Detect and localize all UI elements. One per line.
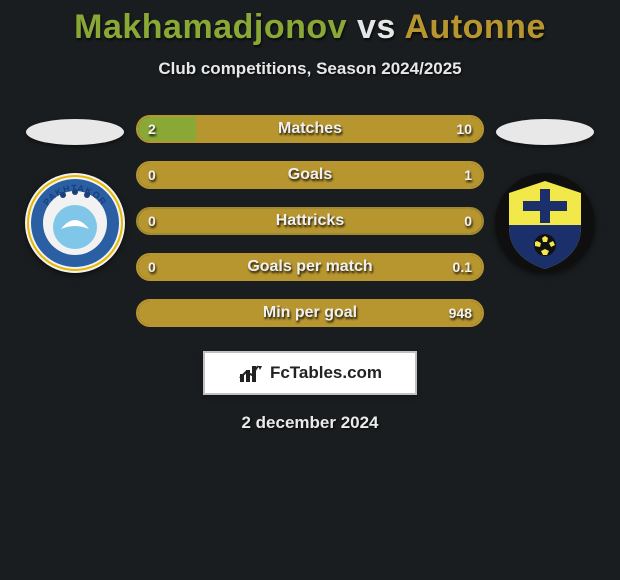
chart-icon <box>238 362 264 384</box>
stat-value-right: 0.1 <box>453 259 472 275</box>
page-title: Makhamadjonov vs Autonne <box>0 8 620 47</box>
date-text: 2 december 2024 <box>0 413 620 433</box>
bar-fill-right <box>138 255 482 279</box>
stat-value-right: 1 <box>464 167 472 183</box>
stat-value-right: 948 <box>449 305 472 321</box>
body-row: PAKHTAKOR 210Matches01Goals00Hattricks00… <box>0 115 620 345</box>
stat-bar: 210Matches <box>136 115 484 143</box>
left-flag-icon <box>26 119 124 145</box>
bar-fill-left <box>138 117 196 141</box>
bar-fill-right <box>138 301 482 325</box>
stat-bars: 210Matches01Goals00Hattricks00.1Goals pe… <box>130 115 490 345</box>
subtitle: Club competitions, Season 2024/2025 <box>0 59 620 79</box>
stat-bar: 948Min per goal <box>136 299 484 327</box>
left-side: PAKHTAKOR <box>20 115 130 273</box>
player2-name: Autonne <box>405 8 546 46</box>
bar-fill-right <box>196 117 482 141</box>
brand-box[interactable]: FcTables.com <box>203 351 417 395</box>
left-crest-icon: PAKHTAKOR <box>25 173 125 273</box>
stat-value-left: 0 <box>148 259 156 275</box>
right-side <box>490 115 600 273</box>
brand-text: FcTables.com <box>270 363 382 383</box>
right-crest-icon <box>495 173 595 273</box>
stat-bar: 00Hattricks <box>136 207 484 235</box>
stat-bar: 01Goals <box>136 161 484 189</box>
stat-value-right: 0 <box>464 213 472 229</box>
comparison-card: Makhamadjonov vs Autonne Club competitio… <box>0 0 620 433</box>
player1-name: Makhamadjonov <box>74 8 347 46</box>
right-flag-icon <box>496 119 594 145</box>
vs-text: vs <box>357 8 396 46</box>
bar-fill-right <box>138 163 482 187</box>
stat-value-left: 0 <box>148 213 156 229</box>
stat-value-left: 2 <box>148 121 156 137</box>
bar-fill-right <box>138 209 482 233</box>
stat-value-left: 0 <box>148 167 156 183</box>
stat-value-right: 10 <box>456 121 472 137</box>
stat-bar: 00.1Goals per match <box>136 253 484 281</box>
